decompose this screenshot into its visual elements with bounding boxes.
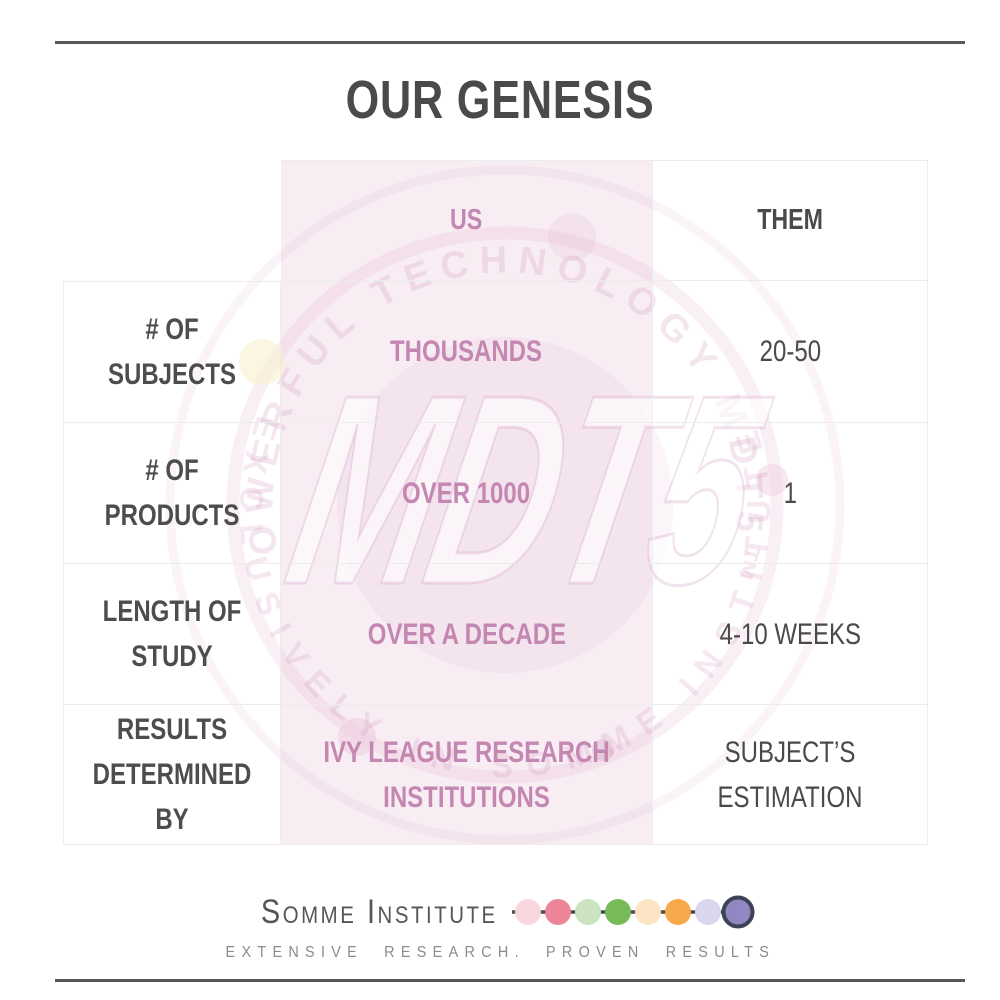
us-value-text: OVER 1000 [402, 476, 531, 510]
logo-dot [721, 895, 755, 929]
row-label-study-length: LENGTH OF STUDY [63, 564, 281, 705]
them-value-text: 1 [783, 476, 797, 510]
logo-dots-icon [512, 895, 755, 929]
them-value-text: 4-10 WEEKS [719, 617, 861, 651]
brand-tagline: EXTENSIVE RESEARCH. PROVEN RESULTS [0, 941, 1000, 965]
logo-dot [545, 899, 572, 925]
row-label-subjects: # OF SUBJECTS [63, 281, 281, 423]
row-label-text: # OF SUBJECTS [107, 313, 237, 391]
column-header-us: US [281, 160, 653, 281]
column-header-them-label: THEM [757, 203, 823, 236]
bottom-divider [55, 979, 965, 982]
comparison-table: US THEM # OF SUBJECTS THOUSANDS 20-50 # … [63, 160, 928, 845]
us-value-text: OVER A DECADE [367, 617, 566, 651]
column-header-them: THEM [653, 160, 928, 281]
logo-dot [575, 899, 602, 925]
brand-tagline-text: EXTENSIVE RESEARCH. PROVEN RESULTS [225, 944, 775, 961]
row-label-text: RESULTS DETERMINED BY [92, 713, 252, 836]
them-value-study-length: 4-10 WEEKS [653, 564, 928, 705]
logo-dot [515, 899, 542, 925]
brand-row: Somme Institute [0, 888, 1000, 936]
column-header-us-label: US [450, 203, 483, 236]
row-label-text: LENGTH OF STUDY [102, 595, 242, 673]
them-value-text: SUBJECT’S ESTIMATION [717, 735, 863, 814]
us-value-text: IVY LEAGUE RESEARCH INSTITUTIONS [323, 735, 610, 814]
them-value-text: 20-50 [759, 335, 821, 368]
them-value-products: 1 [653, 423, 928, 564]
logo-dot [665, 899, 692, 925]
top-divider [55, 41, 965, 44]
logo-dot [695, 899, 722, 925]
page-title-text: OUR GENESIS [345, 70, 655, 130]
row-label-results: RESULTS DETERMINED BY [63, 705, 281, 845]
us-value-subjects: THOUSANDS [281, 281, 653, 423]
them-value-subjects: 20-50 [653, 281, 928, 423]
us-value-study-length: OVER A DECADE [281, 564, 653, 705]
us-value-results: IVY LEAGUE RESEARCH INSTITUTIONS [281, 705, 653, 845]
us-value-text: THOUSANDS [390, 335, 543, 368]
logo-dot [635, 899, 662, 925]
us-value-products: OVER 1000 [281, 423, 653, 564]
corner-cell [63, 160, 281, 281]
page-title: OUR GENESIS [0, 60, 1000, 141]
them-value-results: SUBJECT’S ESTIMATION [653, 705, 928, 845]
row-label-products: # OF PRODUCTS [63, 423, 281, 564]
logo-dot [605, 899, 632, 925]
brand-wordmark: Somme Institute [260, 892, 498, 931]
row-label-text: # OF PRODUCTS [104, 454, 240, 532]
